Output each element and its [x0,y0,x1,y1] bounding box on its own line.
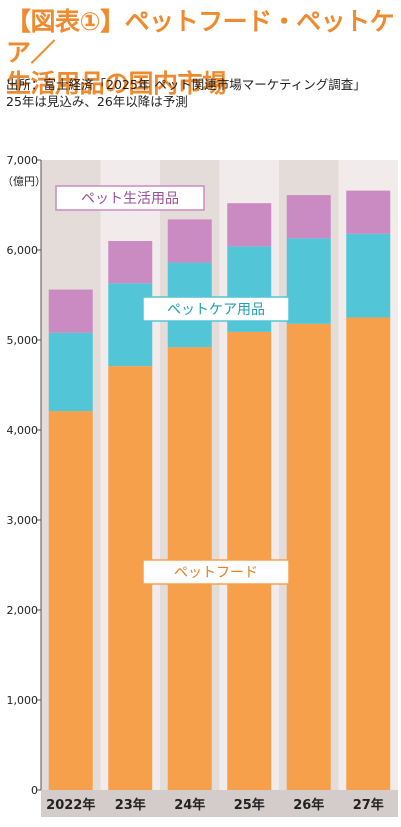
bar-segment-living [227,203,272,247]
series-label: ペットケア用品 [167,302,265,318]
x-tick-label: 27年 [353,797,384,813]
y-tick-label: 6,000 [7,244,39,257]
y-unit-label: （億円） [2,175,46,188]
title-line-2: 生活用品の国内市場 [6,69,227,98]
bar-segment-living [167,219,212,263]
y-tick-label: 5,000 [7,334,39,347]
series-label-box [55,185,205,211]
y-tick-label: 4,000 [7,424,39,437]
bar-segment-living [286,195,331,239]
bar-segment-food [346,317,391,790]
series-label-box [142,559,290,585]
title-line-1: 【図表①】ペットフード・ペットケア／ [6,7,395,67]
bar-segment-care [286,238,331,324]
bar-segment-care [108,283,153,367]
source-line-2: 25年は見込み、26年以降は予測 [6,94,188,109]
series-label: ペット生活用品 [81,191,179,207]
x-tick-label: 26年 [293,797,324,813]
y-tick-label: 0 [31,784,38,797]
bar-segment-living [108,241,153,284]
chart-title: 【図表①】ペットフード・ペットケア／ 生活用品の国内市場 [6,6,398,99]
bar-segment-food [48,411,93,790]
y-tick-label: 1,000 [7,694,39,707]
bar-segment-care [48,332,93,412]
x-tick-label: 23年 [115,797,146,813]
series-label: ペットフード [174,565,258,581]
bar-segment-living [48,289,93,333]
y-tick-label: 2,000 [7,604,39,617]
bar-segment-care [346,233,391,318]
x-tick-label: 25年 [234,797,265,813]
y-tick-label: 3,000 [7,514,39,527]
source-note: 出所：富士経済「2025年 ペット関連市場マーケティング調査」 25年は見込み、… [6,76,398,110]
x-tick-label: 24年 [174,797,205,813]
bar-segment-food [286,323,331,790]
x-tick-label: 2022年 [46,797,95,813]
source-line-1: 出所：富士経済「2025年 ペット関連市場マーケティング調査」 [6,77,366,92]
x-axis-band [41,790,398,817]
y-tick-label: 7,000 [7,154,39,167]
series-label-box [142,296,290,322]
bar-segment-living [346,190,391,234]
